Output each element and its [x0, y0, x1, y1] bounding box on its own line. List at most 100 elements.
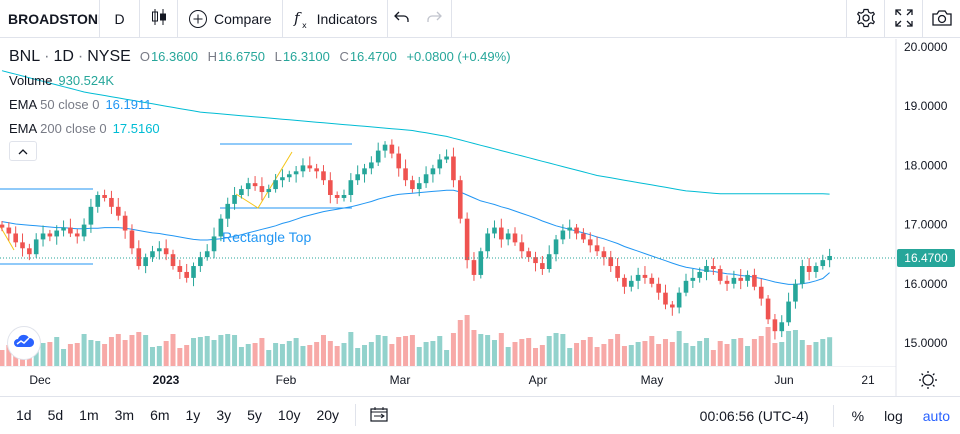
redo-button[interactable] — [416, 0, 453, 38]
volume-bar — [546, 336, 552, 366]
settings-button[interactable] — [846, 0, 884, 38]
change-value: +0.0800 (+0.49%) — [406, 49, 511, 64]
volume-bar — [54, 337, 60, 366]
candle-body — [683, 280, 689, 293]
candle-body — [697, 271, 702, 278]
candle-body — [594, 245, 600, 252]
time-tick-label: Jun — [774, 373, 793, 387]
time-axis[interactable]: Dec 2023 Feb Mar Apr May Jun 21 — [0, 367, 960, 396]
candle-body — [341, 195, 347, 198]
undo-button[interactable] — [388, 0, 416, 38]
candle-body — [20, 242, 25, 249]
candle-body — [451, 156, 456, 181]
range-10y[interactable]: 10y — [277, 407, 301, 423]
volume-bar — [300, 346, 306, 366]
drawings[interactable] — [0, 143, 352, 265]
snapshot-button[interactable] — [922, 0, 960, 38]
candle-body — [177, 266, 183, 272]
legend-ema50-row[interactable]: EMA 50 close 0 16.1911 — [9, 93, 517, 117]
volume-bar — [450, 333, 456, 366]
candle-body — [157, 248, 162, 252]
candle-body — [772, 319, 778, 332]
log-toggle[interactable]: log — [884, 407, 903, 424]
ema200-path — [1, 70, 830, 195]
symbol-search[interactable]: BROADSTONE — [0, 0, 100, 38]
candle-body — [813, 266, 819, 272]
volume-bar — [601, 344, 607, 366]
candle-body — [348, 180, 354, 195]
legend-symbol[interactable]: BNL — [9, 48, 41, 65]
candle-body — [649, 277, 655, 284]
clock-time[interactable]: 00:06:56 (UTC-4) — [699, 407, 809, 424]
percent-toggle[interactable]: % — [851, 407, 865, 424]
volume-bar — [704, 338, 710, 366]
volume-bar — [765, 327, 771, 366]
volume-bar — [567, 348, 573, 366]
volume-bar — [273, 343, 279, 366]
volume-bar — [662, 339, 668, 366]
ema50-value: 16.1911 — [105, 97, 152, 112]
volume-bar — [102, 344, 108, 366]
logo-button[interactable] — [7, 326, 41, 360]
volume-bar — [47, 342, 53, 366]
rectangle-top-label[interactable]: Rectangle Top — [222, 229, 311, 245]
price-axis[interactable]: 20.0000 19.0000 18.0000 17.0000 16.0000 15.00… — [904, 40, 948, 350]
volume-bar — [88, 340, 94, 366]
candle-body — [218, 218, 224, 237]
range-1y[interactable]: 1y — [185, 407, 201, 423]
volume-bar — [327, 341, 333, 366]
pattern-line-2[interactable] — [235, 151, 293, 209]
ema200-value: 17.5160 — [112, 121, 160, 136]
date-range-button[interactable] — [364, 406, 394, 425]
price-chart[interactable]: Rectangle Top 20.0000 19.0000 18.0000 17.00… — [0, 39, 960, 367]
range-3m[interactable]: 3m — [114, 407, 135, 423]
volume-bar — [649, 336, 655, 366]
candle-body — [204, 251, 210, 258]
volume-bar — [211, 340, 217, 366]
auto-toggle[interactable]: auto — [922, 407, 950, 424]
candle-body — [526, 251, 531, 258]
close-value: 16.4700 — [349, 49, 397, 64]
candle-body — [546, 254, 552, 269]
candle-body — [369, 162, 374, 169]
range-5y[interactable]: 5y — [247, 407, 262, 423]
volume-bar — [368, 342, 374, 366]
legend-ema200-row[interactable]: EMA 200 close 0 17.5160 — [9, 117, 517, 141]
volume-bar — [81, 334, 87, 366]
volume-bar — [779, 342, 785, 366]
fullscreen-button[interactable] — [884, 0, 922, 38]
candle-body — [109, 197, 114, 207]
svg-text:x: x — [302, 21, 307, 29]
candle-body — [0, 224, 5, 228]
candle-body — [471, 260, 477, 275]
chart-type-button[interactable] — [140, 0, 178, 38]
candle-body — [587, 239, 593, 246]
legend-volume-row[interactable]: Volume 930.524K — [9, 69, 517, 93]
volume-bar — [225, 334, 231, 366]
legend-collapse-button[interactable] — [9, 141, 37, 161]
candle-body — [499, 227, 504, 240]
range-6m[interactable]: 6m — [150, 407, 170, 423]
axis-settings-button[interactable] — [919, 371, 937, 389]
candle-body — [68, 227, 73, 234]
candle-body — [745, 274, 750, 281]
range-3y[interactable]: 3y — [216, 407, 232, 423]
candle-body — [765, 298, 771, 320]
volume-bar — [533, 348, 539, 366]
range-1m[interactable]: 1m — [79, 407, 99, 423]
range-5d[interactable]: 5d — [47, 407, 64, 423]
range-20y[interactable]: 20y — [316, 407, 340, 423]
interval-button[interactable]: D — [100, 0, 140, 38]
candle-body — [628, 280, 634, 287]
volume-bar — [341, 343, 347, 366]
time-tick-label: 2023 — [153, 373, 180, 387]
volume-bar — [683, 343, 689, 366]
price-tick-label: 20.0000 — [904, 40, 948, 54]
volume-bar — [184, 345, 190, 366]
volume-bar — [656, 344, 662, 366]
candle-body — [403, 168, 408, 181]
compare-button[interactable]: Compare — [178, 0, 283, 38]
range-1d[interactable]: 1d — [16, 407, 32, 423]
volume-bar — [437, 336, 443, 366]
